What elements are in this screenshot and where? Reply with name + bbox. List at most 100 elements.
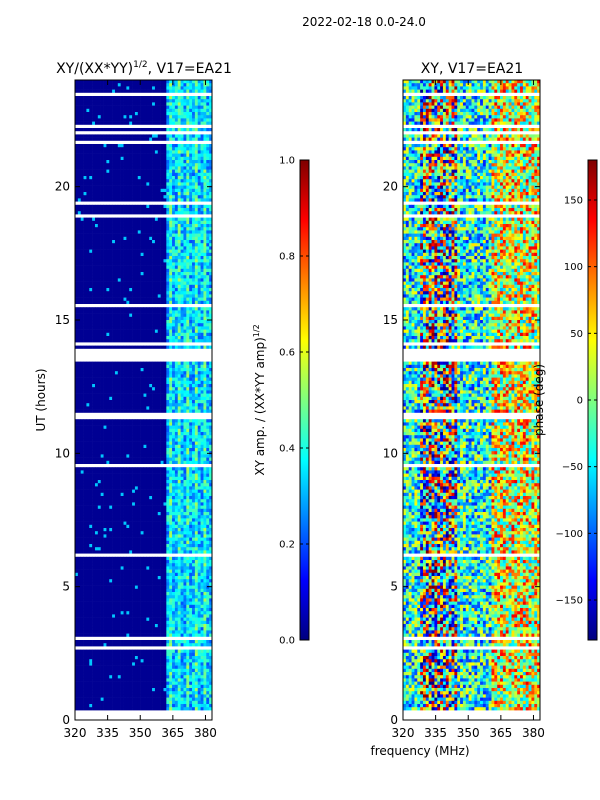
heatmap-cell — [200, 300, 204, 305]
heatmap-cell — [83, 163, 87, 167]
heatmap-cell — [192, 441, 196, 446]
heatmap-cell — [174, 112, 179, 116]
heatmap-cell — [92, 96, 96, 100]
heatmap-cell — [106, 291, 110, 295]
heatmap-cell — [109, 361, 113, 366]
heatmap-cell — [203, 163, 207, 167]
heatmap-cell — [97, 169, 101, 174]
heatmap-cell — [106, 316, 110, 321]
heatmap-cell — [89, 112, 93, 116]
heatmap-cell — [197, 80, 201, 84]
heatmap-cell — [123, 387, 127, 391]
heatmap-cell — [103, 438, 107, 442]
heatmap-cell — [83, 105, 87, 110]
heatmap-cell — [123, 400, 127, 404]
heatmap-cell — [146, 211, 150, 215]
heatmap-cell — [203, 432, 207, 436]
heatmap-cell — [169, 233, 173, 238]
heatmap-cell — [114, 275, 119, 279]
heatmap-cell — [129, 361, 133, 366]
heatmap-cell — [77, 128, 81, 132]
heatmap-cell — [75, 198, 79, 202]
heatmap-cell — [109, 393, 113, 398]
heatmap-cell — [137, 230, 141, 234]
heatmap-cell — [114, 89, 119, 94]
heatmap-cell — [143, 240, 147, 244]
heatmap-cell — [117, 217, 121, 222]
heatmap-cell — [83, 332, 87, 337]
heatmap-cell — [89, 179, 93, 183]
heatmap-cell — [177, 112, 181, 116]
heatmap-cell — [80, 278, 84, 282]
heatmap-cell — [94, 384, 99, 388]
heatmap-cell — [129, 329, 133, 334]
heatmap-cell — [197, 400, 201, 404]
heatmap-cell — [180, 278, 184, 282]
heatmap-cell — [206, 409, 210, 414]
heatmap-cell — [206, 147, 210, 151]
heatmap-cell — [117, 224, 121, 228]
heatmap-cell — [209, 220, 213, 225]
heatmap-cell — [154, 102, 159, 106]
heatmap-cell — [197, 166, 201, 170]
heatmap-cell — [177, 108, 181, 113]
heatmap-cell — [109, 86, 113, 90]
heatmap-cell — [143, 83, 147, 87]
heatmap-cell — [103, 281, 107, 286]
heatmap-cell — [89, 233, 93, 238]
heatmap-cell — [154, 128, 159, 132]
heatmap-cell — [106, 224, 110, 228]
heatmap-cell — [137, 163, 141, 167]
heatmap-cell — [117, 259, 121, 263]
heatmap-cell — [209, 208, 213, 212]
heatmap-cell — [194, 422, 199, 426]
heatmap-cell — [194, 192, 199, 196]
heatmap-cell — [77, 316, 81, 321]
heatmap-cell — [83, 387, 87, 391]
heatmap-cell — [169, 224, 173, 228]
heatmap-cell — [209, 233, 213, 238]
heatmap-cell — [154, 294, 159, 298]
heatmap-cell — [100, 320, 104, 324]
heatmap-cell — [100, 361, 104, 366]
heatmap-cell — [86, 329, 90, 334]
heatmap-cell — [189, 204, 193, 209]
heatmap-cell — [166, 284, 170, 289]
heatmap-cell — [206, 252, 210, 257]
heatmap-cell — [109, 246, 113, 250]
heatmap-cell — [177, 368, 181, 372]
heatmap-cell — [126, 150, 130, 154]
heatmap-cell — [112, 153, 116, 158]
heatmap-cell — [94, 323, 99, 327]
heatmap-cell — [177, 249, 181, 254]
heatmap-cell — [209, 300, 213, 305]
heatmap-cell — [129, 118, 133, 122]
heatmap-cell — [140, 115, 144, 119]
heatmap-cell — [103, 409, 107, 414]
heatmap-cell — [120, 268, 124, 273]
heatmap-cell — [94, 115, 99, 119]
heatmap-cell — [112, 288, 116, 292]
heatmap-cell — [112, 336, 116, 340]
heatmap-cell — [174, 96, 179, 100]
heatmap-cell — [129, 403, 133, 407]
heatmap-cell — [154, 400, 159, 404]
heatmap-cell — [194, 224, 199, 228]
heatmap-cell — [100, 86, 104, 90]
heatmap-cell — [106, 400, 110, 404]
heatmap-cell — [166, 329, 170, 334]
heatmap-cell — [137, 128, 141, 132]
heatmap-cell — [77, 163, 81, 167]
heatmap-cell — [169, 137, 173, 142]
heatmap-cell — [149, 326, 153, 330]
heatmap-cell — [83, 233, 87, 238]
heatmap-cell — [143, 441, 147, 446]
heatmap-cell — [177, 294, 181, 298]
heatmap-cell — [97, 102, 101, 106]
heatmap-cell — [75, 387, 79, 391]
heatmap-cell — [94, 454, 99, 458]
heatmap-cell — [100, 192, 104, 196]
heatmap-cell — [103, 294, 107, 298]
heatmap-cell — [203, 272, 207, 276]
heatmap-cell — [143, 211, 147, 215]
